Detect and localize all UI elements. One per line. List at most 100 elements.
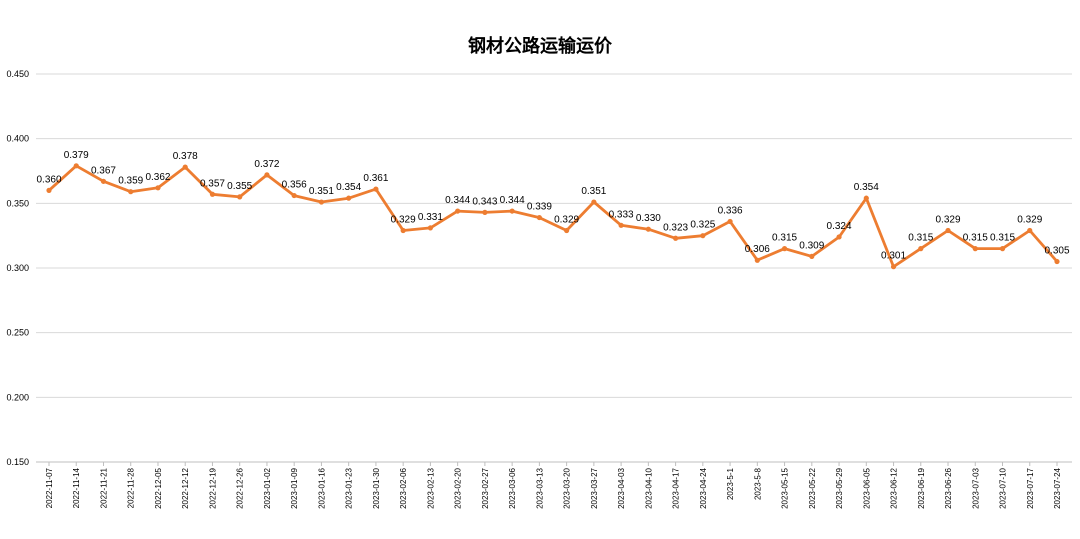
data-point bbox=[346, 195, 352, 201]
data-label: 0.357 bbox=[200, 178, 225, 189]
x-tick-label: 2023-5-8 bbox=[753, 467, 762, 500]
x-tick-label: 2023-05-15 bbox=[781, 467, 790, 508]
x-tick-label: 2023-01-02 bbox=[263, 467, 272, 508]
data-label: 0.324 bbox=[827, 221, 852, 232]
data-label: 0.329 bbox=[936, 214, 961, 225]
x-tick-label: 2023-02-06 bbox=[399, 467, 408, 508]
data-point bbox=[591, 199, 597, 205]
data-point bbox=[237, 194, 243, 200]
data-label: 0.339 bbox=[527, 202, 552, 213]
data-point bbox=[509, 208, 515, 214]
data-label: 0.361 bbox=[363, 173, 388, 184]
data-point bbox=[1054, 258, 1060, 265]
data-point bbox=[999, 246, 1006, 252]
data-label: 0.305 bbox=[1044, 246, 1069, 257]
y-tick-label: 0.450 bbox=[6, 69, 29, 79]
y-tick-label: 0.250 bbox=[6, 328, 29, 338]
data-label: 0.329 bbox=[554, 214, 579, 225]
data-label: 0.344 bbox=[445, 195, 470, 206]
x-tick-label: 2023-01-23 bbox=[345, 467, 354, 508]
x-tick-label: 2023-01-30 bbox=[372, 467, 381, 508]
data-point bbox=[945, 227, 951, 234]
data-point bbox=[863, 195, 869, 201]
x-tick-label: 2022-11-21 bbox=[99, 467, 108, 508]
data-point bbox=[564, 227, 570, 234]
x-tick-label: 2023-01-16 bbox=[317, 467, 326, 508]
x-tick-label: 2023-06-05 bbox=[862, 467, 871, 508]
x-tick-label: 2022-12-26 bbox=[236, 467, 245, 508]
x-tick-label: 2023-06-26 bbox=[944, 467, 953, 508]
data-label: 0.330 bbox=[636, 213, 661, 224]
data-label: 0.356 bbox=[282, 180, 307, 191]
data-point bbox=[46, 187, 52, 193]
y-tick-label: 0.200 bbox=[6, 392, 29, 402]
data-label: 0.301 bbox=[881, 251, 906, 262]
data-label: 0.333 bbox=[609, 209, 634, 220]
data-label: 0.325 bbox=[690, 220, 715, 231]
data-label: 0.359 bbox=[118, 176, 143, 187]
data-label: 0.378 bbox=[173, 151, 198, 162]
data-label: 0.309 bbox=[799, 240, 824, 251]
data-point bbox=[264, 172, 270, 178]
data-label: 0.360 bbox=[36, 174, 61, 185]
data-point bbox=[890, 264, 897, 270]
data-point bbox=[727, 218, 733, 225]
data-point bbox=[618, 222, 624, 228]
data-point bbox=[700, 233, 706, 239]
data-label: 0.354 bbox=[854, 182, 879, 193]
x-tick-label: 2023-06-12 bbox=[890, 467, 899, 508]
data-label: 0.354 bbox=[336, 182, 361, 193]
data-label: 0.306 bbox=[745, 244, 770, 255]
x-tick-label: 2023-04-03 bbox=[617, 467, 626, 508]
data-points bbox=[46, 163, 1060, 270]
data-label: 0.315 bbox=[772, 233, 797, 244]
data-point bbox=[182, 164, 188, 170]
data-point bbox=[291, 192, 297, 199]
series-line bbox=[48, 164, 1059, 269]
data-label: 0.344 bbox=[500, 195, 525, 206]
data-label: 0.331 bbox=[418, 212, 443, 223]
data-label: 0.355 bbox=[227, 181, 252, 192]
data-point bbox=[781, 246, 788, 252]
data-point bbox=[128, 189, 134, 195]
data-point bbox=[373, 186, 379, 192]
x-tick-label: 2023-03-13 bbox=[535, 467, 544, 508]
x-tick-label: 2023-05-29 bbox=[835, 467, 844, 508]
data-label: 0.343 bbox=[472, 196, 497, 207]
data-point bbox=[1027, 227, 1033, 234]
x-tick-label: 2023-01-09 bbox=[290, 467, 299, 508]
chart-title: 钢材公路运输运价 bbox=[468, 35, 613, 57]
x-tick-label: 2022-12-05 bbox=[154, 467, 163, 508]
data-point bbox=[836, 234, 842, 240]
x-tick-label: 2023-03-20 bbox=[563, 467, 572, 508]
data-label: 0.336 bbox=[718, 205, 743, 216]
x-tick-label: 2023-06-19 bbox=[917, 467, 926, 508]
data-label: 0.372 bbox=[254, 159, 279, 170]
x-tick-label: 2022-12-12 bbox=[181, 467, 190, 508]
data-point bbox=[209, 191, 216, 197]
y-tick-label: 0.150 bbox=[6, 457, 29, 467]
x-tick-label: 2023-02-13 bbox=[426, 467, 435, 508]
data-label: 0.315 bbox=[990, 233, 1015, 244]
x-axis-tick-labels: 2022-11-07 2022-11-14 2022-11-21 2022-11-28… bbox=[45, 462, 1062, 509]
data-label: 0.351 bbox=[309, 186, 334, 197]
data-point bbox=[155, 185, 161, 191]
data-point bbox=[427, 225, 434, 231]
x-tick-label: 2023-04-10 bbox=[644, 467, 653, 508]
data-label: 0.351 bbox=[581, 186, 606, 197]
x-tick-label: 2023-07-17 bbox=[1026, 467, 1035, 508]
data-point bbox=[482, 209, 488, 215]
grid-lines bbox=[36, 73, 1072, 463]
data-point bbox=[400, 227, 406, 234]
x-tick-label: 2023-07-10 bbox=[999, 467, 1008, 508]
y-axis-tick-labels: 0.150 0.200 0.250 0.300 0.350 0.400 0.450 bbox=[6, 69, 29, 467]
y-tick-label: 0.400 bbox=[6, 134, 29, 144]
x-tick-label: 2022-11-07 bbox=[45, 467, 54, 508]
x-tick-label: 2022-11-28 bbox=[127, 467, 136, 508]
data-label: 0.329 bbox=[391, 214, 416, 225]
data-label: 0.329 bbox=[1017, 214, 1042, 225]
data-point bbox=[972, 246, 978, 252]
x-tick-label: 2022-12-19 bbox=[208, 467, 217, 508]
